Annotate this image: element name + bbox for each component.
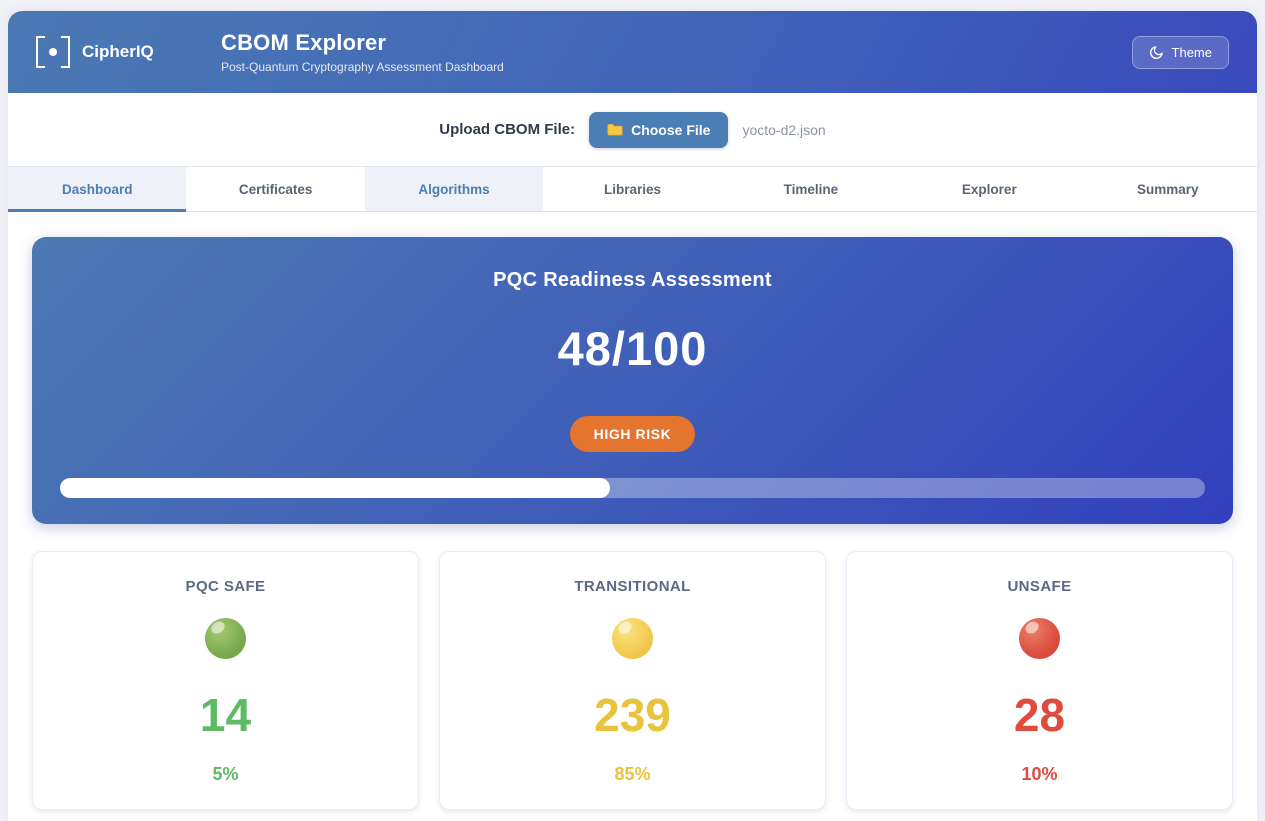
risk-badge: HIGH RISK [569, 416, 696, 452]
stat-percent: 5% [212, 764, 239, 784]
stats-row: PQC SAFE 14 5% TRANSITIONAL 239 85% UNSA… [32, 551, 1233, 810]
uploaded-filename: yocto-d2.json [742, 121, 826, 138]
stat-title: PQC SAFE [185, 578, 266, 595]
stat-percent: 85% [614, 764, 651, 784]
page-title: CBOM Explorer [221, 30, 387, 55]
moon-icon [1149, 45, 1164, 60]
stat-count: 239 [594, 689, 671, 741]
score-progress [60, 478, 1205, 498]
tab-certificates[interactable]: Certificates [186, 167, 365, 211]
tab-libraries[interactable]: Libraries [543, 167, 722, 211]
score-progress-fill [60, 478, 610, 498]
upload-section: Upload CBOM File: Choose File yocto-d2.j… [8, 93, 1257, 166]
tab-timeline[interactable]: Timeline [721, 167, 901, 211]
app-container: CipherIQ CBOM Explorer Post-Quantum Cryp… [8, 11, 1257, 821]
theme-button[interactable]: Theme [1131, 35, 1229, 69]
tab-dashboard[interactable]: Dashboard [8, 167, 187, 212]
theme-button-label: Theme [1171, 44, 1212, 60]
stat-count: 28 [1013, 689, 1066, 741]
stat-card-transitional: TRANSITIONAL 239 85% [439, 551, 826, 810]
folder-icon [607, 123, 623, 136]
header-titles: CBOM Explorer Post-Quantum Cryptography … [201, 30, 1132, 74]
brand-logo: CipherIQ [36, 36, 201, 68]
readiness-card: PQC Readiness Assessment 48/100 HIGH RIS… [32, 237, 1233, 524]
dashboard-content: PQC Readiness Assessment 48/100 HIGH RIS… [8, 212, 1257, 810]
stat-card-unsafe: UNSAFE 28 10% [846, 551, 1233, 810]
stat-card-pqc-safe: PQC SAFE 14 5% [32, 551, 419, 810]
cipheriq-logo-icon [36, 36, 70, 68]
header: CipherIQ CBOM Explorer Post-Quantum Cryp… [8, 11, 1257, 93]
yellow-status-circle-icon [612, 618, 653, 659]
choose-file-label: Choose File [631, 121, 711, 138]
upload-label: Upload CBOM File: [439, 121, 576, 138]
tab-algorithms[interactable]: Algorithms [364, 167, 544, 211]
tab-summary[interactable]: Summary [1078, 167, 1257, 211]
brand-name: CipherIQ [82, 42, 154, 61]
choose-file-button[interactable]: Choose File [589, 111, 729, 148]
page-subtitle: Post-Quantum Cryptography Assessment Das… [221, 60, 504, 74]
tab-explorer[interactable]: Explorer [900, 167, 1079, 211]
readiness-title: PQC Readiness Assessment [493, 269, 772, 291]
stat-title: TRANSITIONAL [574, 578, 691, 595]
green-status-circle-icon [205, 618, 246, 659]
red-status-circle-icon [1019, 618, 1060, 659]
stat-percent: 10% [1021, 764, 1058, 784]
readiness-score: 48/100 [557, 322, 708, 375]
stat-count: 14 [199, 689, 252, 741]
stat-title: UNSAFE [1007, 578, 1072, 595]
tab-bar: Dashboard Certificates Algorithms Librar… [8, 166, 1257, 212]
